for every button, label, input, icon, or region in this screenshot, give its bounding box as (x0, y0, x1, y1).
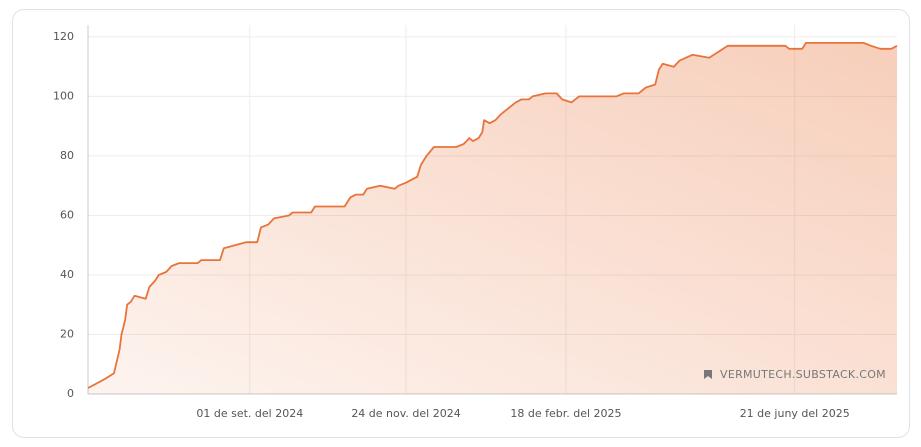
bookmark-icon (704, 370, 712, 379)
chart-card (12, 9, 910, 438)
y-tick-label: 40 (60, 268, 74, 281)
x-tick-label: 24 de nov. del 2024 (351, 407, 460, 420)
x-tick-label: 21 de juny del 2025 (740, 407, 850, 420)
line (87, 42, 898, 389)
watermark-text: VERMUTECH.SUBSTACK.COM (720, 368, 886, 381)
y-tick-label: 0 (67, 387, 74, 400)
y-tick-label: 60 (60, 208, 74, 221)
area (88, 42, 897, 395)
y-tick-label: 100 (53, 89, 74, 102)
x-tick-label: 18 de febr. del 2025 (510, 407, 621, 420)
y-tick-label: 120 (53, 30, 74, 43)
watermark: VERMUTECH.SUBSTACK.COM (704, 368, 886, 381)
y-tick-label: 20 (60, 327, 74, 340)
y-tick-label: 80 (60, 149, 74, 162)
x-tick-label: 01 de set. del 2024 (196, 407, 303, 420)
